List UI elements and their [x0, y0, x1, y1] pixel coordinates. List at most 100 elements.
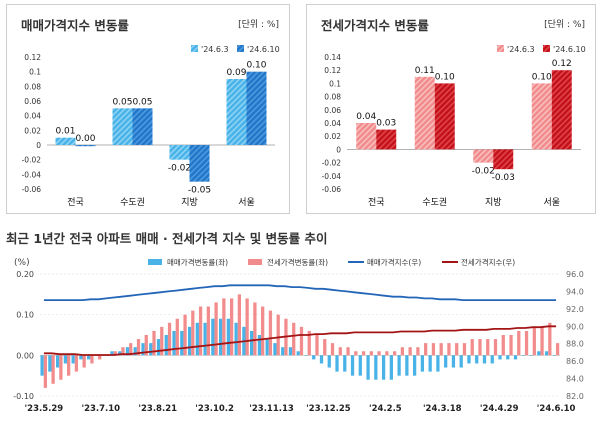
sale-change-bar	[529, 355, 533, 356]
sale-change-bar	[405, 355, 409, 376]
y-left-tick-label: 0.20	[16, 270, 34, 279]
x-category-label: 수도권	[120, 196, 145, 208]
sale-change-bar	[273, 343, 277, 356]
sale-unit-label: [단위 : %]	[238, 20, 279, 30]
jeonse-change-bar	[361, 351, 366, 356]
jeonse-change-bar	[261, 306, 265, 356]
sale-change-bar	[335, 355, 339, 372]
legend-label-curr: '24.6.10	[553, 45, 586, 54]
jeonse-change-bar	[307, 330, 311, 356]
y-tick-label: -0.04	[22, 170, 42, 179]
sale-change-bar	[513, 355, 518, 360]
jeonse-change-bar	[121, 347, 125, 356]
jeonse-change-bar	[478, 339, 482, 356]
sale-change-bar	[296, 351, 300, 356]
y-tick-label: 0.08	[24, 82, 41, 91]
sale-change-bar	[125, 347, 130, 356]
jeonse-change-bar	[237, 294, 242, 356]
jeonse-change-bar	[183, 314, 187, 356]
bar	[551, 70, 572, 150]
jeonse-change-bar	[431, 343, 436, 356]
sale-change-bar	[521, 355, 525, 356]
jeonse-change-bar	[175, 318, 179, 356]
jeonse-change-bar	[59, 355, 63, 380]
sale-change-bar	[71, 355, 75, 364]
jeonse-change-bar	[43, 355, 47, 388]
bar-value-label: -0.03	[492, 173, 515, 183]
x-tick-label: '24.4.29	[480, 404, 519, 414]
sale-change-bar	[475, 355, 479, 364]
bar	[356, 123, 377, 150]
trend-chart-title: 최근 1년간 전국 아파트 매매 · 전세가격 지수 및 변동률 추이	[6, 231, 328, 246]
jeonse-change-bar	[90, 355, 94, 364]
sale-change-bar	[288, 347, 293, 356]
jeonse-change-bar	[152, 330, 156, 356]
y-tick-label: -0.06	[322, 185, 342, 194]
jeonse-change-bar	[540, 326, 544, 356]
sale-change-bar	[358, 355, 362, 376]
jeonse-change-bar	[214, 302, 218, 356]
sale-change-bar	[498, 355, 502, 360]
bar-value-label: 0.03	[376, 119, 396, 129]
y-tick-label: 0	[36, 141, 41, 150]
jeonse-change-bar	[462, 343, 467, 356]
sale-change-bar	[195, 322, 199, 356]
sale-change-bar	[164, 335, 168, 356]
sale-change-bar	[218, 318, 223, 356]
sale-change-bar	[149, 343, 153, 356]
y-tick-label: 0.1	[29, 68, 41, 77]
sale-change-bar	[482, 355, 487, 364]
jeonse-change-bar	[447, 343, 451, 356]
y-tick-label: 0.1	[329, 79, 341, 88]
y-right-tick-label: 82.0	[566, 392, 584, 401]
x-category-label: 전국	[67, 197, 84, 208]
legend-label: 전세가격지수(우)	[461, 257, 515, 267]
jeonse-change-bar	[160, 326, 164, 356]
jeonse-change-bar	[555, 343, 560, 356]
jeonse-index-line	[43, 325, 557, 356]
jeonse-change-bar	[548, 322, 552, 356]
jeonse-change-bar	[113, 351, 117, 356]
sale-change-bar	[180, 330, 184, 356]
y-tick-label: 0.02	[24, 126, 41, 135]
sale-change-bar	[413, 355, 417, 376]
bar-value-label: 0.10	[246, 61, 266, 71]
legend-swatch-prev	[497, 45, 504, 52]
jeonse-change-bar	[509, 335, 513, 356]
jeonse-change-bar	[493, 339, 498, 356]
jeonse-change-bar	[354, 351, 358, 356]
jeonse-change-bar	[377, 351, 381, 356]
sale-change-bar	[156, 339, 161, 356]
x-category-label: 전국	[368, 197, 385, 208]
sale-change-bar	[389, 355, 393, 380]
bar-value-label: 0.00	[75, 134, 95, 144]
bar-value-label: 0.12	[552, 59, 572, 69]
jeonse-change-bar	[400, 347, 404, 356]
y-tick-label: 0.06	[24, 97, 41, 106]
jeonse-change-bar	[315, 335, 319, 356]
y-left-tick-label: 0.00	[16, 351, 34, 360]
legend-label-prev: '24.6.3	[201, 45, 229, 54]
y-right-tick-label: 86.0	[566, 357, 584, 366]
x-tick-label: '24.2.5	[369, 404, 402, 414]
legend-swatch	[148, 259, 162, 265]
bar	[376, 129, 397, 150]
jeonse-change-bar	[338, 347, 342, 356]
bar	[55, 137, 76, 145]
sale-index-line	[43, 284, 557, 301]
legend-label-prev: '24.6.3	[507, 45, 535, 54]
jeonse-change-bar	[129, 343, 133, 356]
y-tick-label: 0.12	[324, 66, 341, 75]
jeonse-bar-chart: '24.6.3'24.6.100.140.120.10.080.060.040.…	[322, 45, 586, 208]
jeonse-change-bar	[330, 343, 335, 356]
bar	[531, 83, 552, 150]
bar	[169, 145, 190, 160]
sale-change-bar	[343, 355, 347, 372]
y-left-tick-label: -0.10	[13, 392, 34, 401]
y-right-tick-label: 88.0	[566, 340, 584, 349]
sale-change-bar	[366, 355, 370, 380]
bar-value-label: -0.02	[168, 164, 191, 174]
jeonse-change-bar	[198, 306, 203, 356]
sale-panel-title: 매매가격지수 변동률	[21, 18, 129, 33]
legend-swatch-curr	[237, 45, 244, 52]
